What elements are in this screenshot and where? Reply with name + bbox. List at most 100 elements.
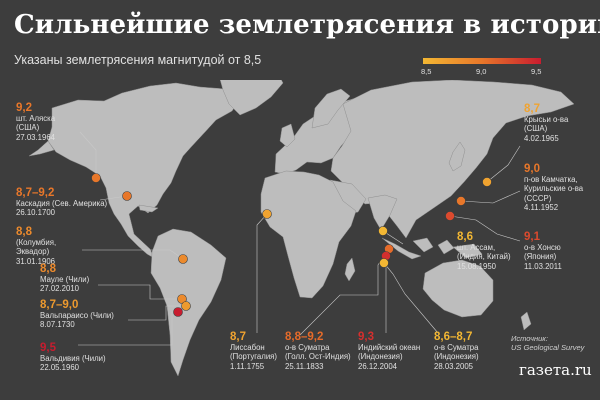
magnitude-legend: 8,5 9,0 9,5 [421,58,545,82]
greenland-landmass [219,80,284,116]
marker-valparaiso [181,301,191,311]
alaska-peninsula [28,140,55,157]
page-subtitle: Указаны землетрясения магнитудой от 8,5 [14,53,262,67]
event-date: 15.08.1950 [457,261,497,271]
event-date: 28.03.2005 [434,361,474,371]
place-name: Каскадия (Сев. Америка) [16,199,108,208]
leader-maule [98,284,182,300]
magnitude-value: 8,7–9,2 [16,187,55,199]
place-name: Крысьи о-ва [524,115,569,124]
place-region: (Голл. Ост-Индия) [285,352,351,362]
eq-label-honshu: 9,1 о-в Хонсю (Япония) 11.03.2011 [524,231,562,271]
world-map [28,80,575,377]
place-name: о-в Суматра [285,343,330,352]
eq-label-lisbon: 8,7 Лиссабон (Португалия) 1.11.1755 [230,331,277,371]
place-name: Лиссабон [230,343,265,352]
africa-landmass [260,170,357,299]
magnitude-value: 8,7 [230,331,246,343]
magnitude-value: 8,8–9,2 [285,331,324,343]
event-date: 1.11.1755 [230,361,265,371]
place-region: (Япония) [524,252,557,262]
marker-kamchatka [456,196,466,206]
magnitude-value: 8,8 [40,263,56,275]
place-name: о-в Хонсю [524,243,561,252]
marker-cascadia [122,191,132,201]
marker-valdivia [173,307,183,317]
marker-honshu [445,211,455,221]
place-name: Вальдивия (Чили) [40,354,106,363]
leader-kamchatka [460,190,521,204]
eq-label-valdivia: 9,5 Вальдивия (Чили) 22.05.1960 [40,342,106,373]
magnitude-value: 8,7 [524,103,540,115]
event-date: 26.10.1700 [16,208,56,218]
magnitude-value: 9,0 [524,163,540,175]
leader-rat-islands [486,145,521,183]
event-date: 31.01.1906 [16,256,56,266]
place-name: шт. Аляска [16,114,56,123]
eq-label-indian-ocean: 9,3 Индийский океан (Индонезия) 26.12.20… [358,331,420,371]
page-title: Сильнейшие землетрясения в истории [14,10,600,40]
publisher-logo: газета.ru [519,361,592,379]
event-date: 27.02.2010 [40,284,80,294]
leader-colombia [82,249,184,260]
legend-min-label: 8,5 [421,67,432,76]
event-date: 25.11.1833 [285,361,324,371]
place-name: Индийский океан [358,343,421,352]
leader-sumatra2005 [383,262,439,334]
legend-max-label: 9,5 [531,67,542,76]
place-region: (США) [16,123,40,133]
source-note: Источник: US Geological Survey [511,334,584,352]
event-date: 4.11.1952 [524,202,559,212]
event-date: 22.05.1960 [40,363,80,373]
place-name: п-ов Камчатка, [524,175,578,184]
leader-lisbon [256,213,268,333]
new-zealand-islands [520,311,532,331]
legend-mid-label: 9,0 [476,67,487,76]
eq-label-kamchatka: 9,0 п-ов Камчатка, Курильские о-ва (СССР… [524,163,583,212]
place-region: (Индия, Китай) [457,252,511,262]
eq-label-sumatra-2005: 8,6–8,7 о-в Суматра (Индонезия) 28.03.20… [434,331,479,371]
place-region: (Индонезия) [434,352,479,362]
magnitude-value: 9,2 [16,102,32,114]
marker-alaska [91,173,101,183]
eq-label-assam: 8,6 шт. Ассам, (Индия, Китай) 15.08.1950 [457,231,511,271]
place-region: Эквадор) [16,247,50,257]
place-region: (Португалия) [230,352,277,362]
madagascar-island [344,257,356,282]
north-america-landmass [47,82,242,259]
eq-label-colombia: 8,8 (Колумбия, Эквадор) 31.01.1906 [16,226,56,266]
magnitude-value: 9,1 [524,231,540,243]
marker-rat-islands [482,177,492,187]
marker-assam [378,226,388,236]
india-landmass [367,194,398,231]
eq-label-alaska: 9,2 шт. Аляска (США) 27.03.1964 [16,102,55,142]
eq-label-rat-islands: 8,7 Крысьи о-ва (США) 4.02.1965 [524,103,568,143]
magnitude-value: 8,6–8,7 [434,331,473,343]
indonesia-islands [381,237,483,260]
british-isles [279,123,296,148]
event-date: 4.02.1965 [524,133,559,143]
magnitude-value: 9,3 [358,331,374,343]
magnitude-value: 8,7–9,0 [40,299,79,311]
cuba-island [138,204,159,213]
event-date: 27.03.1964 [16,132,56,142]
place-region: (США) [524,124,548,134]
eq-label-maule: 8,8 Мауле (Чили) 27.02.2010 [40,263,89,294]
leader-alaska [79,131,97,178]
leader-valparaiso [128,305,186,321]
event-date: 26.12.2004 [358,361,398,371]
eq-label-valparaiso: 8,7–9,0 Вальпараисо (Чили) 8.07.1730 [40,299,114,330]
source-value: US Geological Survey [511,343,585,352]
eq-label-cascadia: 8,7–9,2 Каскадия (Сев. Америка) 26.10.17… [16,187,107,218]
scandinavia-landmass [311,88,351,129]
place-name: (Колумбия, [16,238,57,247]
magnitude-value: 8,6 [457,231,473,243]
australia-landmass [422,259,494,318]
place-region: Курильские о-ва [524,184,584,194]
place-country: (СССР) [524,193,552,203]
marker-colombia [178,254,188,264]
magnitude-value: 8,8 [16,226,32,238]
source-label: Источник: [511,334,548,343]
marker-sumatra2005 [379,258,389,268]
